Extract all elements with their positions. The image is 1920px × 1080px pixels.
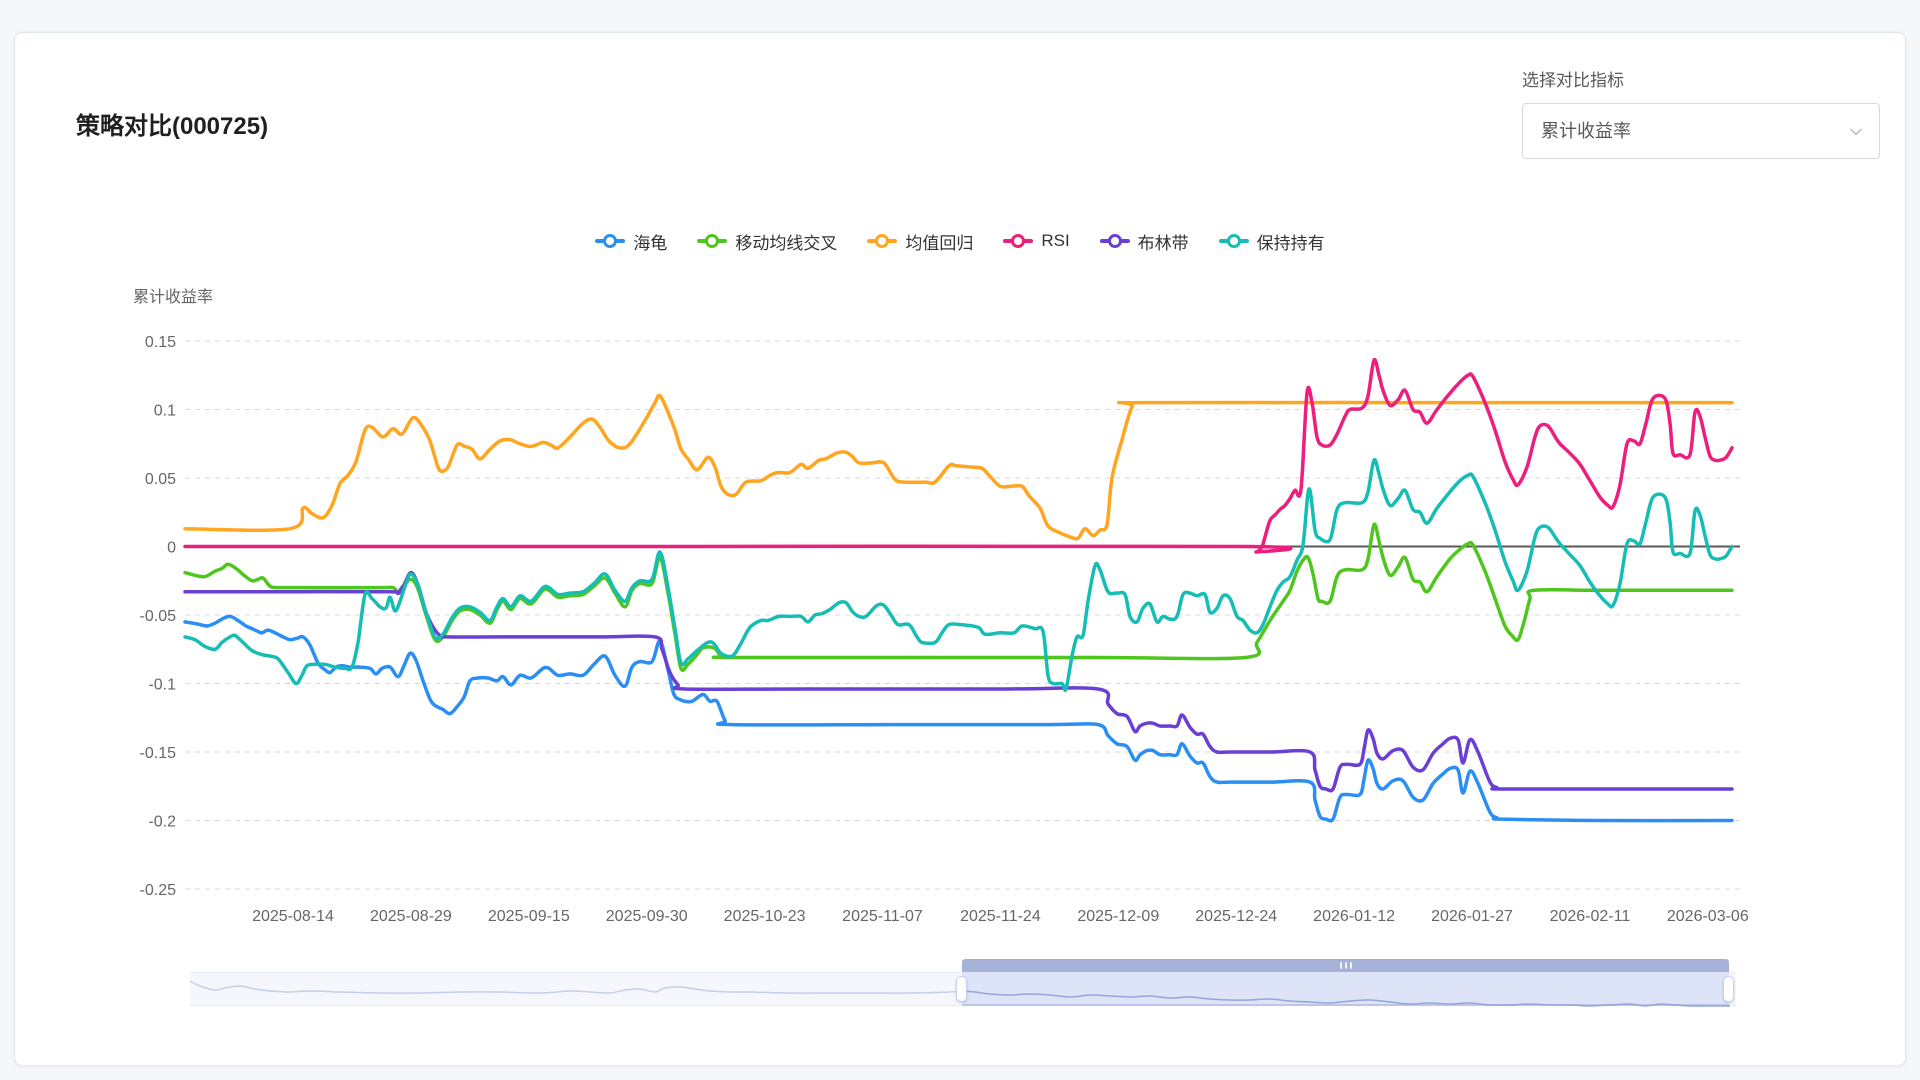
x-tick-label: 2025-08-29 [370, 908, 452, 925]
x-tick-label: 2025-10-23 [724, 908, 806, 925]
legend-label: 布林带 [1137, 233, 1189, 253]
legend-label: 海龟 [633, 233, 668, 253]
series-line-布林带 [183, 570, 1734, 793]
x-tick-label: 2026-03-06 [1667, 908, 1749, 925]
legend-marker-icon [867, 234, 898, 248]
x-tick-label: 2025-08-14 [252, 908, 334, 925]
x-tick-label: 2026-02-11 [1550, 908, 1631, 925]
x-tick-label: 2025-11-24 [960, 908, 1041, 925]
datazoom-selected-window[interactable] [962, 972, 1729, 1006]
y-tick-label: 0.05 [145, 471, 176, 488]
datazoom-left-handle[interactable] [956, 976, 967, 1002]
legend-item-均值回归[interactable]: 均值回归 [867, 228, 973, 254]
legend-item-移动均线交叉[interactable]: 移动均线交叉 [697, 228, 837, 254]
legend-marker-icon [1099, 234, 1130, 248]
y-tick-label: -0.1 [148, 677, 176, 694]
y-tick-label: 0.15 [145, 334, 176, 351]
metric-select[interactable]: 累计收益率 [1522, 103, 1880, 159]
x-tick-label: 2025-09-15 [488, 908, 570, 925]
legend-marker-icon [697, 234, 728, 248]
legend-item-RSI[interactable]: RSI [1003, 228, 1070, 254]
legend-item-海龟[interactable]: 海龟 [595, 228, 667, 254]
x-tick-label: 2026-01-12 [1313, 908, 1395, 925]
page-title: 策略对比(000725) [76, 113, 269, 140]
x-tick-label: 2025-12-24 [1195, 908, 1277, 925]
drag-grip-icon [1339, 962, 1352, 969]
legend-label: 保持持有 [1256, 233, 1325, 253]
series-line-均值回归 [183, 393, 1734, 541]
chevron-down-icon [1850, 128, 1862, 136]
strategy-compare-card [14, 32, 1906, 1066]
y-tick-label: 0.1 [154, 403, 176, 420]
y-tick-label: -0.25 [140, 882, 177, 899]
series-line-保持持有 [183, 457, 1734, 692]
y-tick-label: -0.05 [140, 608, 177, 625]
datazoom-drag-bar[interactable] [962, 959, 1729, 972]
legend-label: 移动均线交叉 [735, 233, 838, 253]
y-tick-label: -0.15 [140, 745, 177, 762]
chart-legend: 海龟 移动均线交叉 均值回归 RSI 布林带 保持持有 [0, 228, 1920, 254]
legend-label: RSI [1041, 231, 1070, 250]
legend-marker-icon [1003, 234, 1034, 248]
y-tick-label: 0 [167, 540, 176, 557]
legend-item-保持持有[interactable]: 保持持有 [1218, 228, 1325, 254]
x-tick-label: 2025-11-07 [842, 908, 923, 925]
series-line-RSI [183, 357, 1734, 554]
x-tick-label: 2025-09-30 [606, 908, 688, 925]
y-tick-label: -0.2 [148, 814, 176, 831]
datazoom-right-handle[interactable] [1723, 976, 1734, 1002]
legend-marker-icon [1218, 234, 1249, 248]
x-tick-label: 2026-01-27 [1431, 908, 1513, 925]
legend-item-布林带[interactable]: 布林带 [1099, 228, 1189, 254]
metric-select-label: 选择对比指标 [1522, 71, 1624, 90]
legend-label: 均值回归 [905, 233, 974, 253]
metric-select-value: 累计收益率 [1541, 121, 1631, 141]
legend-marker-icon [595, 234, 626, 248]
y-axis-name: 累计收益率 [133, 289, 214, 306]
x-tick-label: 2025-12-09 [1077, 908, 1159, 925]
